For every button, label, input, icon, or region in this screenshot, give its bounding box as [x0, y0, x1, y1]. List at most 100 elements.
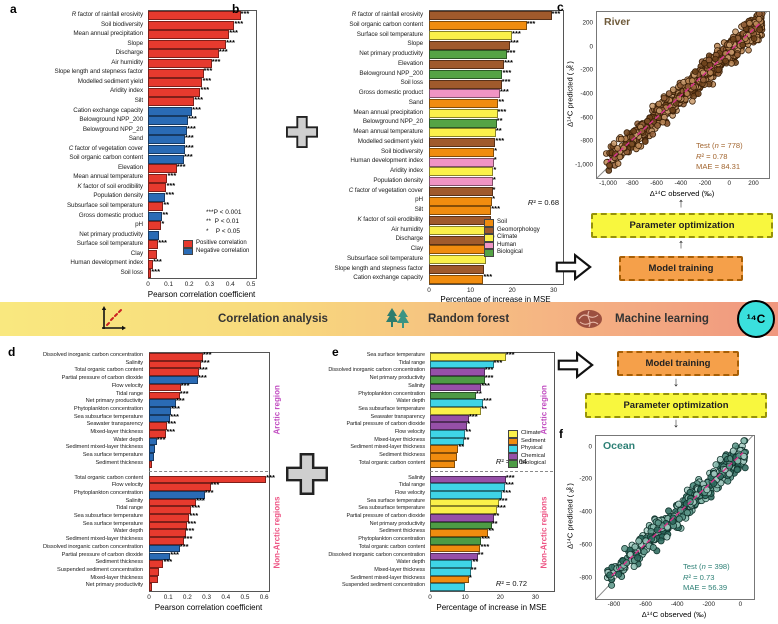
scatter-point: [621, 545, 629, 553]
bar: [149, 430, 167, 438]
region-side-label: Non-Arctic regions: [539, 496, 549, 569]
scatter-title: River: [604, 16, 631, 28]
bar: [148, 183, 167, 193]
bar: [149, 453, 154, 461]
scatter-stats: Test (n = 398) R² = 0.73 MAE = 56.39: [683, 562, 730, 593]
sig-stars: ***: [187, 518, 197, 528]
bar-row-label: Dissolved inorganic carbon concentration: [42, 352, 143, 358]
axis-tick-label: -200: [580, 66, 593, 74]
axis-tick-label: 0: [589, 43, 593, 51]
plus-icon: [286, 452, 328, 501]
bar-row-label: Modelled sediment yield: [357, 137, 423, 145]
scatter-point: [641, 138, 649, 145]
legend-swatch-icon: [508, 452, 518, 460]
bar: [149, 437, 157, 446]
scatter-point: [692, 68, 699, 75]
bar: [430, 368, 485, 377]
sig-stars: ***: [180, 380, 190, 390]
r-squared-label: R² = 0.72: [495, 579, 527, 588]
axis-tick-label: 200: [748, 180, 759, 187]
scatter-point: [644, 117, 651, 125]
bar-row-label: Mean annual precipitation: [73, 30, 143, 38]
bar: [429, 128, 496, 138]
bar: [429, 225, 490, 235]
scatter-point: [695, 90, 702, 97]
bar: [429, 69, 503, 79]
axis-tick-label: -600: [650, 180, 663, 187]
bar: [148, 202, 164, 212]
scatter-point: [630, 563, 638, 571]
axis-tick-label: -1,000: [599, 180, 618, 187]
sig-stars: ***: [163, 557, 173, 567]
bar-row-label: Dissolved inorganic carbon concentration: [328, 551, 425, 558]
sig-stars: **: [491, 518, 498, 528]
bar-row-label: Aridity index: [110, 87, 143, 95]
bar: [149, 560, 164, 568]
bar-row-label: Human development index: [70, 259, 143, 267]
bar-row-label: Dissolved inorganic carbon concentration: [42, 543, 143, 550]
arrow-down-icon: ↓: [672, 374, 680, 389]
bar: [430, 560, 473, 568]
scatter-point: [715, 66, 722, 74]
bar: [149, 521, 188, 530]
sig-stars: *: [468, 572, 472, 582]
bar: [429, 60, 505, 70]
sig-stars: **: [475, 388, 482, 398]
bar: [148, 259, 154, 269]
panel-e: e Sea surface temperature *** Tidal range *…: [312, 345, 565, 624]
legend-item: Climate: [484, 234, 540, 242]
bar: [149, 360, 201, 369]
bar: [430, 353, 506, 361]
scatter-point: [610, 140, 618, 147]
bar: [429, 118, 497, 128]
legend-swatch-icon: [183, 247, 193, 255]
sig-stars: ***: [166, 180, 176, 190]
x-axis-title: Δ¹⁴C observed (‰): [649, 189, 715, 198]
legend-item: Chemical: [508, 452, 546, 460]
hollow-right-arrow-icon: [555, 252, 593, 286]
bar: [429, 196, 493, 206]
axis-tick-label: 0.5: [240, 594, 250, 601]
bar: [430, 583, 466, 591]
axis-tick-label: 0: [146, 281, 150, 288]
scatter-point: [623, 559, 631, 567]
scatter-point: [756, 26, 763, 34]
axis-tick-label: 0.4: [225, 281, 235, 288]
bar: [430, 376, 485, 384]
bar-row-label: Sea subsurface temperature: [73, 513, 143, 519]
scatter-point: [741, 464, 749, 472]
legend-swatch-icon: [508, 460, 518, 468]
banner-label-machine-learning: Machine learning: [615, 313, 709, 325]
y-axis-title: Δ¹⁴C predicted (‰): [565, 483, 575, 550]
bar-row-label: Water depth: [113, 436, 143, 443]
scatter-point: [634, 554, 642, 562]
plot-frame: [148, 10, 257, 280]
legend-label: Chemical: [521, 452, 546, 459]
scatter-point: [669, 106, 676, 114]
panel-letter-f: f: [559, 427, 563, 441]
scatter-point: [635, 537, 643, 545]
bar-row-label: Sea surface temperature: [82, 452, 143, 459]
bar-row-label: Sand: [408, 98, 423, 106]
bar: [429, 216, 491, 226]
scatter-point: [655, 107, 663, 115]
sig-stars: **: [162, 209, 169, 219]
axis-title: Percentage of increase in MSE: [436, 603, 547, 612]
scatter-point: [663, 533, 671, 541]
carbon-14-label: ¹⁴C: [746, 312, 766, 326]
bar: [148, 87, 201, 97]
legend-item: Physical: [508, 445, 546, 453]
panel-letter-b: b: [232, 2, 240, 16]
legend-swatch-icon: [484, 234, 494, 242]
bar-row-label: Subsurface soil temperature: [66, 202, 143, 209]
sig-stars: ***: [179, 541, 189, 551]
bar: [430, 537, 482, 545]
bar: [148, 78, 203, 88]
scatter-point: [730, 35, 737, 43]
bar: [430, 490, 503, 499]
bar: [149, 391, 180, 400]
sig-stars: **: [493, 511, 500, 520]
legend-label: Climate: [521, 430, 541, 437]
axis-tick-label: 0.1: [164, 281, 174, 288]
sig-stars: ***: [198, 373, 207, 383]
